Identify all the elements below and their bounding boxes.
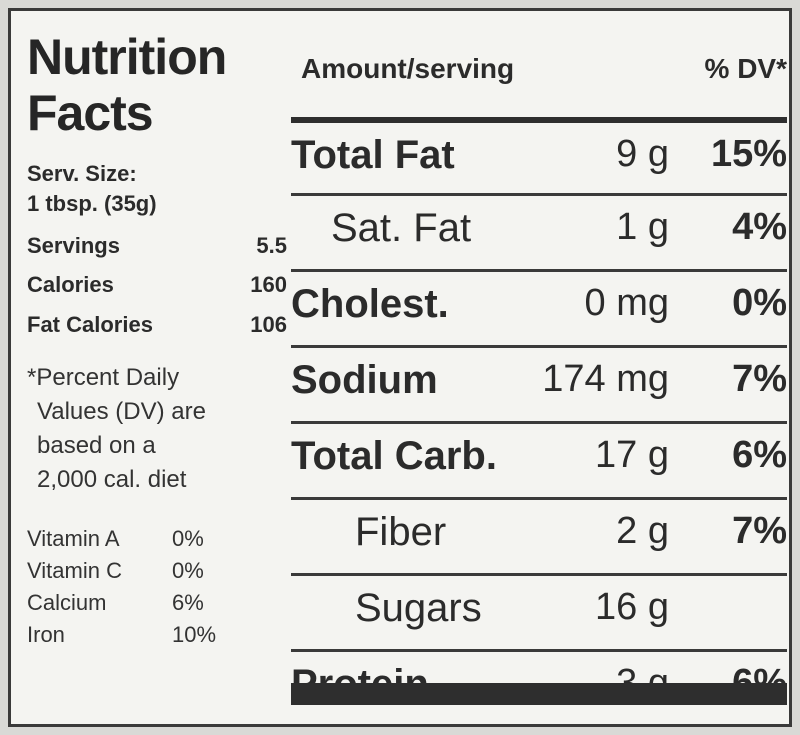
nutrient-table: Amount/serving % DV* Total Fat 9 g 15% S… <box>291 11 787 725</box>
vitamins-list: Vitamin A 0% Vitamin C 0% Calcium 6% Iro… <box>27 523 287 651</box>
table-header: Amount/serving % DV* <box>291 11 787 117</box>
nutrient-row-sodium: Sodium 174 mg 7% <box>291 345 787 421</box>
vitamin-row: Vitamin A 0% <box>27 523 287 555</box>
vitamin-row: Iron 10% <box>27 619 287 651</box>
nutrient-pct: 6% <box>732 434 787 476</box>
servings-value: 5.5 <box>256 233 287 258</box>
vitamin-pct: 10% <box>172 622 217 647</box>
nutrient-amount: 2 g <box>616 510 669 552</box>
title: Nutrition Facts <box>27 29 287 141</box>
nutrient-row-fiber: Fiber 2 g 7% <box>291 497 787 573</box>
vitamin-pct: 0% <box>172 558 204 583</box>
calories-row: Calories 160 <box>27 267 287 303</box>
vitamin-name: Calcium <box>27 590 107 615</box>
footnote-line: Values (DV) are <box>37 398 206 425</box>
nutrient-name: Sat. Fat <box>331 206 472 250</box>
nutrient-pct: 7% <box>732 358 787 400</box>
nutrient-name: Cholest. <box>291 282 449 326</box>
amount-header: Amount/serving <box>301 53 515 84</box>
nutrient-pct: 7% <box>732 510 787 552</box>
fat-calories-value: 106 <box>250 312 287 337</box>
nutrient-pct: 4% <box>732 206 787 248</box>
nutrition-label: Nutrition Facts Serv. Size: 1 tbsp. (35g… <box>8 8 792 727</box>
nutrient-amount: 16 g <box>595 586 669 628</box>
nutrient-name: Fiber <box>355 510 447 554</box>
nutrient-row-total-carb: Total Carb. 17 g 6% <box>291 421 787 497</box>
vitamin-pct: 6% <box>172 590 204 615</box>
title-line-2: Facts <box>27 85 154 141</box>
serving-size-value: 1 tbsp. (35g) <box>27 191 157 216</box>
vitamin-name: Vitamin C <box>27 558 122 583</box>
servings-row: Servings 5.5 <box>27 225 287 267</box>
title-line-1: Nutrition <box>27 29 227 85</box>
nutrient-amount: 1 g <box>616 206 669 248</box>
nutrient-pct: 0% <box>732 282 787 324</box>
nutrient-row-sat-fat: Sat. Fat 1 g 4% <box>291 193 787 269</box>
vitamin-pct: 0% <box>172 526 204 551</box>
left-column: Nutrition Facts Serv. Size: 1 tbsp. (35g… <box>27 29 287 651</box>
nutrient-amount: 9 g <box>616 133 669 175</box>
nutrient-pct: 15% <box>710 133 787 175</box>
servings-label: Servings <box>27 233 120 258</box>
vitamin-name: Vitamin A <box>27 526 120 551</box>
nutrient-row-sugars: Sugars 16 g <box>291 573 787 649</box>
fat-calories-label: Fat Calories <box>27 312 153 337</box>
vitamin-name: Iron <box>27 622 65 647</box>
nutrient-row-cholesterol: Cholest. 0 mg 0% <box>291 269 787 345</box>
calories-label: Calories <box>27 272 114 297</box>
nutrient-amount: 17 g <box>595 434 669 476</box>
nutrient-amount: 174 mg <box>542 358 669 400</box>
calories-value: 160 <box>250 272 287 297</box>
nutrient-amount: 0 mg <box>584 282 669 324</box>
fat-calories-row: Fat Calories 106 <box>27 303 287 347</box>
nutrient-name: Total Carb. <box>291 434 497 478</box>
footnote: *Percent Daily Values (DV) are based on … <box>27 361 287 497</box>
serving-size: Serv. Size: 1 tbsp. (35g) <box>27 159 287 219</box>
nutrient-name: Total Fat <box>291 133 455 177</box>
bottom-rule <box>291 683 787 705</box>
serving-size-label: Serv. Size: <box>27 161 137 186</box>
footnote-line: *Percent Daily <box>27 364 180 391</box>
footnote-line: based on a <box>37 432 156 459</box>
vitamin-row: Vitamin C 0% <box>27 555 287 587</box>
footnote-line: 2,000 cal. diet <box>37 466 187 493</box>
vitamin-row: Calcium 6% <box>27 587 287 619</box>
nutrient-name: Sugars <box>355 586 482 630</box>
dv-header: % DV* <box>704 53 787 84</box>
nutrient-row-total-fat: Total Fat 9 g 15% <box>291 117 787 193</box>
nutrient-name: Sodium <box>291 358 438 402</box>
